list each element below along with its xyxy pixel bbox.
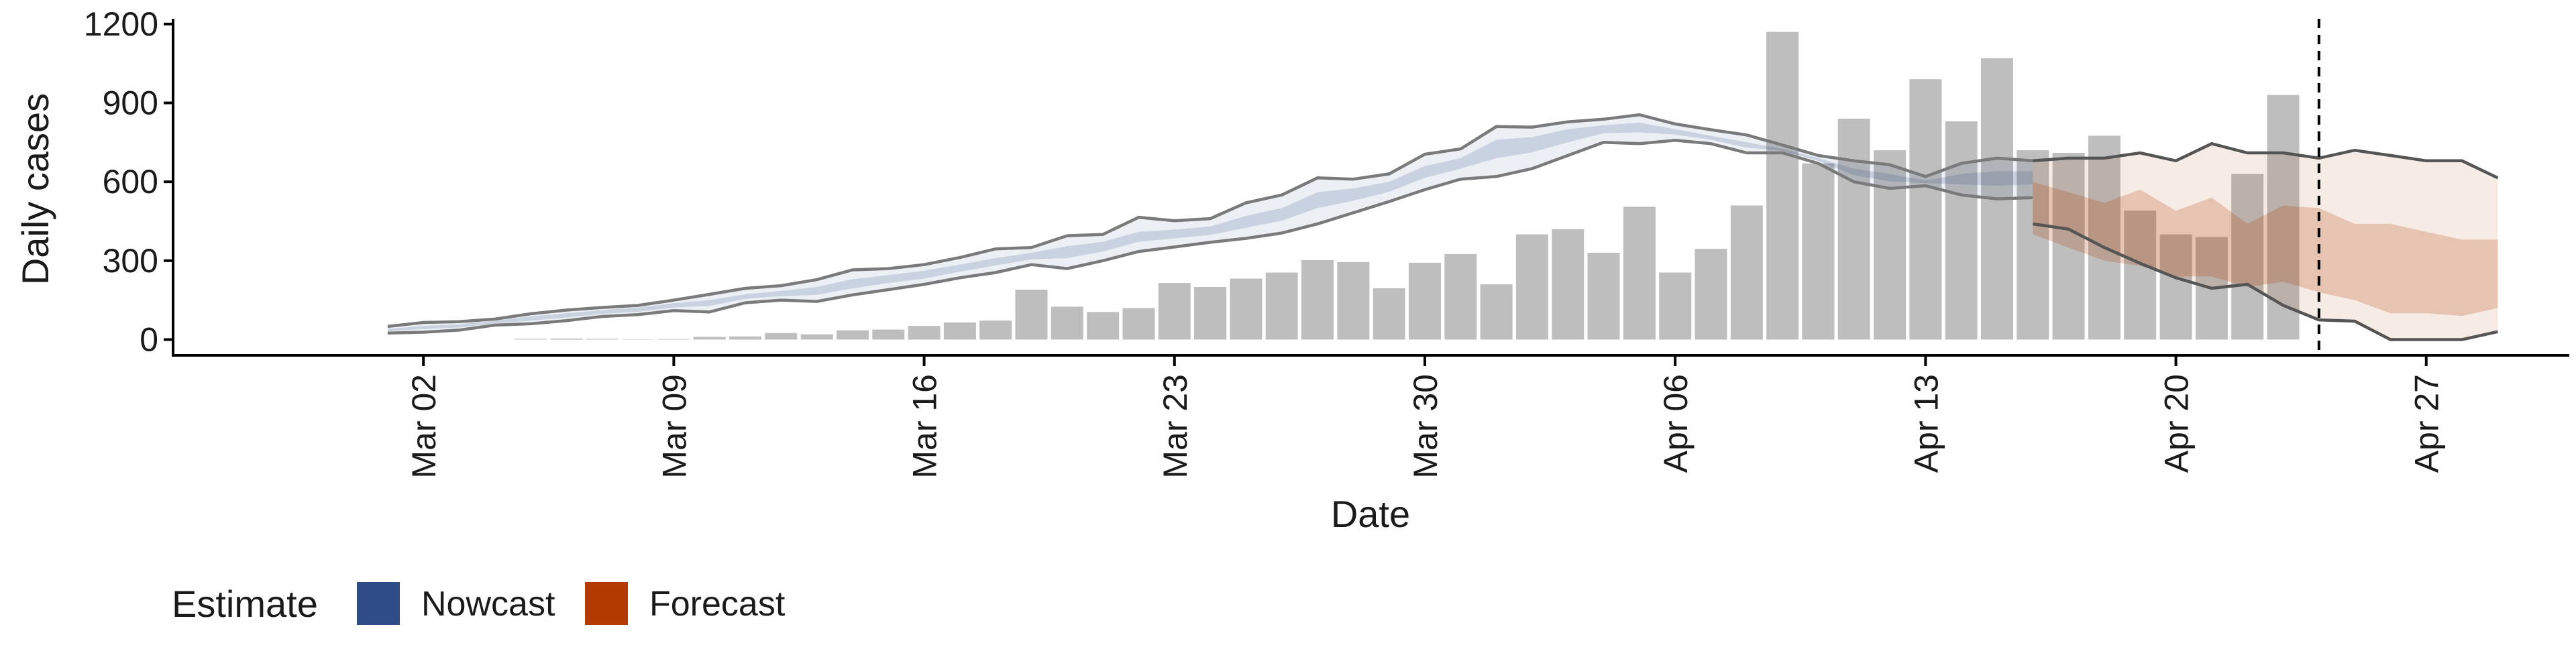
x-tick-label: Mar 02 xyxy=(405,374,443,479)
legend: Estimate Nowcast Forecast xyxy=(172,582,786,625)
x-tick-label: Mar 09 xyxy=(655,374,693,479)
case-bar xyxy=(694,337,726,340)
y-axis: 0 300 600 900 1200 xyxy=(84,5,173,359)
case-bar xyxy=(1766,32,1799,340)
legend-label-forecast: Forecast xyxy=(649,585,786,624)
case-bar xyxy=(1552,229,1584,340)
case-bar xyxy=(837,331,869,340)
case-bar xyxy=(1266,273,1298,340)
case-bar xyxy=(1838,119,1870,339)
y-axis-title: Daily cases xyxy=(14,93,56,285)
case-bar xyxy=(1194,287,1226,339)
case-bar xyxy=(729,337,761,340)
case-bar xyxy=(1051,306,1083,339)
x-axis-title: Date xyxy=(1331,493,1410,535)
case-bar xyxy=(1516,235,1548,340)
case-bar xyxy=(1731,206,1763,340)
case-bar xyxy=(1016,290,1048,340)
case-bar xyxy=(765,333,797,340)
case-bar xyxy=(1945,121,1978,340)
case-bar xyxy=(801,335,833,340)
x-tick-label: Mar 16 xyxy=(906,374,944,479)
case-bar xyxy=(944,322,976,340)
case-bar xyxy=(1909,79,1941,339)
case-bar xyxy=(1230,279,1262,340)
y-ticks: 0 300 600 900 1200 xyxy=(84,5,173,359)
x-tick-label: Mar 23 xyxy=(1157,374,1194,479)
case-bar xyxy=(1123,308,1155,339)
case-bar xyxy=(1588,253,1620,339)
case-bar xyxy=(1695,249,1727,339)
case-bar xyxy=(1623,207,1656,339)
y-tick-label: 0 xyxy=(140,320,158,358)
legend-swatch-nowcast xyxy=(357,582,400,625)
case-bar xyxy=(1087,312,1119,339)
x-tick-label: Mar 30 xyxy=(1407,374,1444,479)
case-bar xyxy=(979,320,1012,339)
y-tick-label: 600 xyxy=(103,163,158,200)
case-bar xyxy=(1481,284,1513,339)
legend-title: Estimate xyxy=(172,583,318,625)
case-bar xyxy=(1301,260,1334,339)
case-bar xyxy=(1659,273,1691,340)
case-bar xyxy=(1337,262,1369,340)
case-bar xyxy=(551,339,583,340)
x-tick-label: Apr 20 xyxy=(2158,374,2196,473)
case-bar xyxy=(908,326,941,339)
x-axis: Mar 02 Mar 09 Mar 16 Mar 23 Mar 30 Apr 06 Apr … xyxy=(172,355,2569,479)
x-tick-label: Apr 13 xyxy=(1907,374,1945,473)
case-bar xyxy=(872,330,904,340)
x-tick-label: Apr 27 xyxy=(2408,374,2446,473)
y-tick-label: 900 xyxy=(103,84,158,122)
case-bar xyxy=(1373,288,1405,340)
case-bar xyxy=(1444,254,1477,340)
case-bar xyxy=(1802,164,1834,340)
case-bar xyxy=(1159,283,1191,339)
legend-label-nowcast: Nowcast xyxy=(421,585,555,624)
y-tick-label: 300 xyxy=(103,242,158,280)
x-ticks: Mar 02 Mar 09 Mar 16 Mar 23 Mar 30 Apr 06 Apr … xyxy=(405,355,2446,479)
legend-swatch-forecast xyxy=(585,582,628,625)
y-tick-label: 1200 xyxy=(84,5,158,43)
case-bar xyxy=(657,339,690,340)
x-tick-label: Apr 06 xyxy=(1657,374,1695,473)
case-bar xyxy=(1409,263,1441,340)
